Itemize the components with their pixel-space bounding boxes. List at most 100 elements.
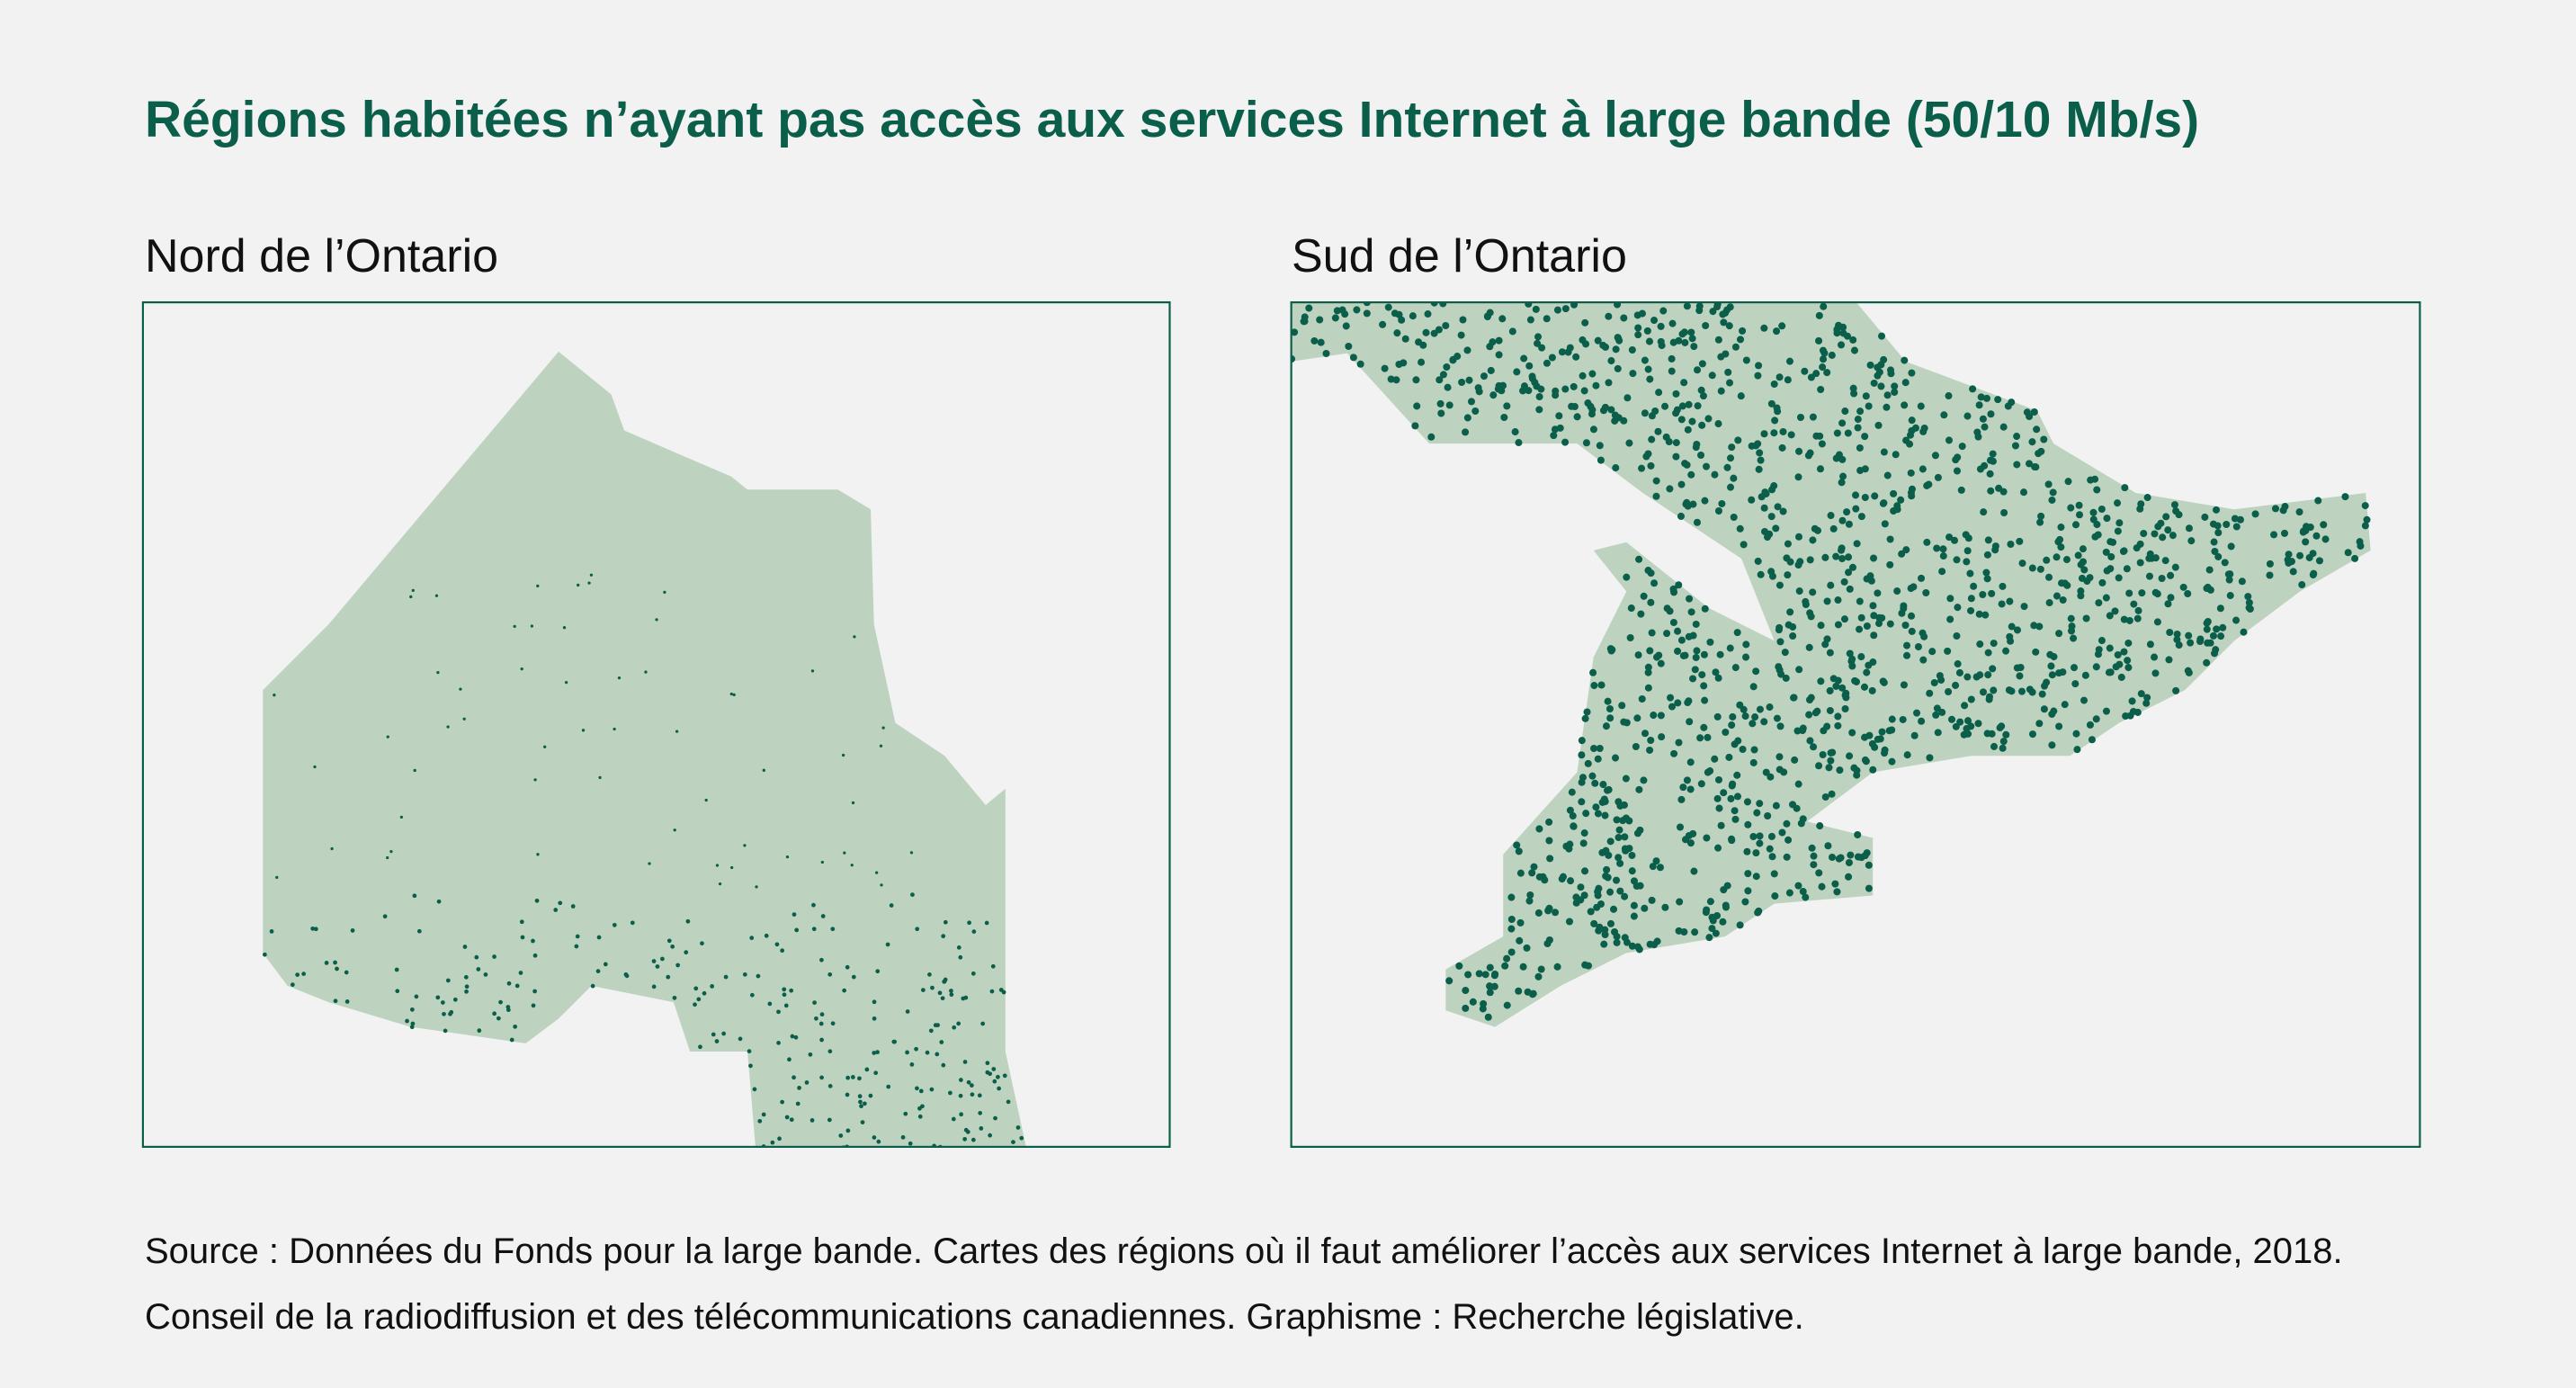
unserved-area: [1701, 604, 1709, 613]
unserved-area: [1898, 609, 1906, 617]
unserved-area: [941, 1062, 946, 1068]
unserved-area: [1819, 750, 1827, 759]
unserved-area: [1703, 462, 1711, 470]
unserved-area: [1743, 847, 1751, 855]
unserved-area: [2020, 603, 2028, 611]
unserved-area: [1843, 508, 1851, 516]
unserved-area: [930, 985, 935, 990]
unserved-area: [1767, 399, 1775, 407]
unserved-area: [496, 1016, 501, 1021]
unserved-area: [1663, 630, 1671, 638]
unserved-area: [1848, 729, 1856, 737]
unserved-area: [1675, 739, 1683, 747]
unserved-area: [574, 944, 579, 949]
unserved-area: [1650, 712, 1658, 720]
unserved-area: [928, 1028, 934, 1034]
unserved-area: [405, 1018, 409, 1024]
unserved-area: [2130, 600, 2138, 608]
unserved-area: [1641, 356, 1649, 364]
unserved-area: [553, 908, 559, 912]
unserved-area: [1552, 387, 1560, 395]
unserved-area: [333, 960, 337, 965]
unserved-area: [1442, 321, 1450, 330]
unserved-area: [917, 1106, 922, 1111]
unserved-area: [1713, 712, 1722, 721]
unserved-area: [1865, 884, 1873, 892]
unserved-area: [1991, 546, 1999, 554]
unserved-area: [1668, 367, 1676, 375]
unserved-area: [764, 933, 769, 938]
unserved-area: [2095, 599, 2103, 607]
unserved-area: [1640, 592, 1648, 600]
unserved-area: [2088, 736, 2096, 744]
unserved-area: [1832, 682, 1840, 690]
unserved-area: [1953, 632, 1961, 640]
unserved-area: [1999, 423, 2008, 431]
unserved-area: [1861, 756, 1869, 764]
unserved-area: [1975, 610, 1983, 618]
unserved-area: [1967, 606, 1975, 614]
unserved-area: [595, 969, 601, 973]
unserved-area: [1486, 989, 1494, 997]
unserved-area: [1589, 425, 1597, 434]
unserved-area: [1519, 387, 1527, 395]
unserved-area: [1690, 343, 1698, 351]
unserved-area: [2125, 589, 2133, 597]
unserved-area: [1856, 625, 1864, 633]
unserved-area: [914, 1046, 918, 1052]
unserved-area: [850, 1075, 855, 1079]
unserved-area: [698, 1044, 702, 1050]
unserved-area: [269, 929, 274, 934]
unserved-area: [1847, 658, 1856, 666]
unserved-area: [1810, 743, 1818, 751]
unserved-area: [2032, 648, 2040, 656]
unserved-area: [1808, 844, 1816, 852]
unserved-area: [1683, 302, 1691, 310]
unserved-area: [648, 862, 651, 865]
unserved-area: [1495, 336, 1503, 345]
unserved-area: [885, 942, 890, 947]
unserved-area: [1704, 415, 1713, 423]
unserved-area: [1684, 425, 1692, 434]
unserved-area: [1883, 391, 1892, 399]
unserved-area: [2143, 694, 2151, 702]
unserved-area: [1725, 379, 1734, 387]
unserved-area: [1868, 739, 1876, 748]
unserved-area: [1520, 354, 1528, 363]
unserved-area: [2344, 549, 2352, 557]
unserved-area: [1969, 385, 1977, 393]
unserved-area: [2145, 554, 2153, 562]
unserved-area: [2063, 581, 2071, 589]
unserved-area: [2244, 593, 2252, 601]
unserved-area: [617, 676, 622, 680]
unserved-area: [1953, 467, 1962, 475]
unserved-area: [1641, 409, 1649, 417]
unserved-area: [1901, 356, 1909, 364]
unserved-area: [1696, 734, 1704, 742]
unserved-area: [1614, 798, 1623, 806]
unserved-area: [2270, 531, 2278, 539]
unserved-area: [1691, 666, 1699, 674]
unserved-area: [1646, 647, 1654, 655]
unserved-area: [514, 983, 520, 989]
unserved-area: [2074, 551, 2082, 560]
unserved-area: [1945, 533, 1954, 542]
unserved-area: [793, 1034, 799, 1040]
unserved-area: [1775, 623, 1784, 631]
unserved-area: [1568, 788, 1576, 796]
unserved-area: [1821, 793, 1829, 801]
unserved-area: [1676, 823, 1685, 831]
unserved-area: [979, 1126, 984, 1131]
unserved-area: [1860, 683, 1868, 691]
unserved-area: [1828, 351, 1836, 359]
unserved-area: [2106, 644, 2114, 652]
unserved-area: [1799, 727, 1807, 735]
unserved-area: [756, 973, 761, 979]
unserved-area: [1742, 356, 1750, 364]
unserved-area: [933, 1023, 938, 1028]
unserved-area: [1950, 536, 1959, 544]
unserved-area: [783, 1003, 789, 1008]
unserved-area: [2309, 571, 2317, 579]
unserved-area: [881, 726, 885, 730]
unserved-area: [970, 1092, 975, 1097]
